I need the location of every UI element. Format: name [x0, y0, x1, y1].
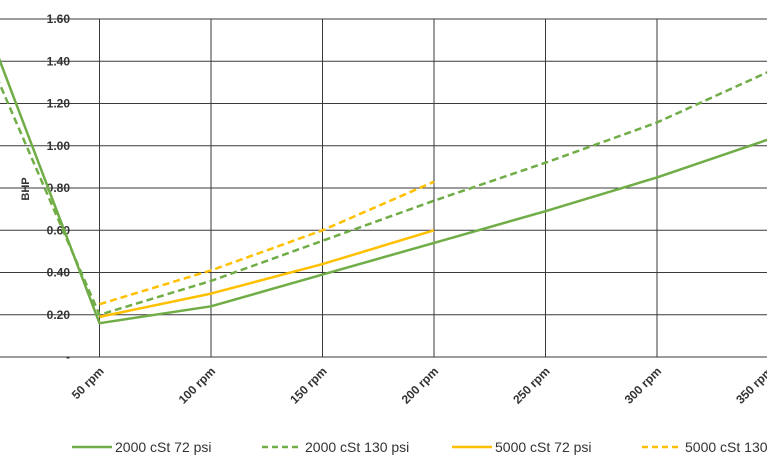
- gridlines: [0, 18, 767, 358]
- y-tick-label: 1.00: [47, 139, 71, 153]
- legend-label: 5000 cSt 130 psi: [685, 439, 767, 455]
- series-line: [0, 71, 767, 317]
- x-tick-label: 150 rpm: [287, 364, 329, 406]
- x-tick-label: 350 rpm: [733, 364, 767, 406]
- series-line: [99, 229, 435, 319]
- y-tick-label: 0.20: [47, 308, 71, 322]
- y-tick-label: -: [66, 350, 70, 364]
- x-tick-label: 50 rpm: [69, 364, 107, 402]
- series-lines: [0, 57, 767, 325]
- series-line: [0, 57, 767, 325]
- x-tick-label: 250 rpm: [510, 364, 552, 406]
- legend: 2000 cSt 72 psi 2000 cSt 130 psi 5000 cSt …: [72, 439, 767, 455]
- series-line: [99, 180, 435, 306]
- y-tick-label: 1.40: [47, 54, 71, 68]
- x-tick-label: 200 rpm: [399, 364, 441, 406]
- y-tick-label: 1.20: [47, 97, 71, 111]
- legend-label: 2000 cSt 72 psi: [115, 439, 212, 455]
- y-axis-label: BHP: [20, 177, 32, 200]
- x-tick-label: 100 rpm: [176, 364, 218, 406]
- legend-label: 2000 cSt 130 psi: [305, 439, 409, 455]
- y-axis-ticks: -0.200.400.600.801.001.201.401.60: [47, 12, 71, 364]
- x-tick-label: 300 rpm: [622, 364, 664, 406]
- y-tick-label: 1.60: [47, 12, 71, 26]
- y-tick-label: 0.40: [47, 266, 71, 280]
- legend-label: 5000 cSt 72 psi: [495, 439, 592, 455]
- y-tick-label: 0.80: [47, 181, 71, 195]
